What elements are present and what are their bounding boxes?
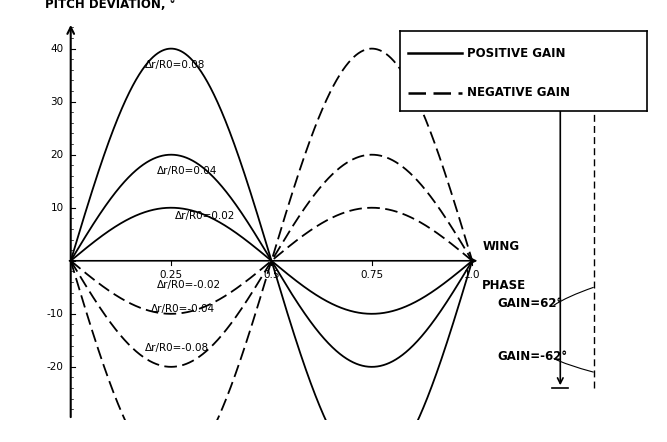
Text: 1.0: 1.0 bbox=[464, 271, 480, 280]
Text: -20: -20 bbox=[47, 362, 63, 372]
Text: 40: 40 bbox=[51, 44, 63, 53]
Text: PHASE: PHASE bbox=[482, 279, 526, 292]
Text: 20: 20 bbox=[51, 150, 63, 160]
Text: Δr/R0=-0.02: Δr/R0=-0.02 bbox=[157, 280, 221, 290]
Text: PITCH DEVIATION, °: PITCH DEVIATION, ° bbox=[45, 0, 175, 11]
Text: Δr/R0=0.02: Δr/R0=0.02 bbox=[175, 211, 235, 221]
Text: GAIN=62°: GAIN=62° bbox=[497, 297, 562, 310]
Text: 0.5: 0.5 bbox=[263, 271, 279, 280]
Text: 0.25: 0.25 bbox=[159, 271, 183, 280]
Text: GAIN=-62°: GAIN=-62° bbox=[497, 350, 567, 363]
Text: Δr/R0=0.08: Δr/R0=0.08 bbox=[145, 60, 205, 69]
Text: 0.75: 0.75 bbox=[360, 271, 384, 280]
Text: WING: WING bbox=[482, 240, 520, 253]
Text: 30: 30 bbox=[51, 97, 63, 107]
Text: Δr/R0=-0.04: Δr/R0=-0.04 bbox=[151, 304, 215, 313]
Text: -10: -10 bbox=[47, 309, 63, 319]
Text: Δr/R0=0.04: Δr/R0=0.04 bbox=[157, 166, 217, 175]
Text: Δr/R0=-0.08: Δr/R0=-0.08 bbox=[145, 343, 209, 353]
Text: 10: 10 bbox=[51, 203, 63, 213]
Text: NEGATIVE GAIN: NEGATIVE GAIN bbox=[467, 87, 570, 99]
Text: POSITIVE GAIN: POSITIVE GAIN bbox=[467, 47, 566, 60]
